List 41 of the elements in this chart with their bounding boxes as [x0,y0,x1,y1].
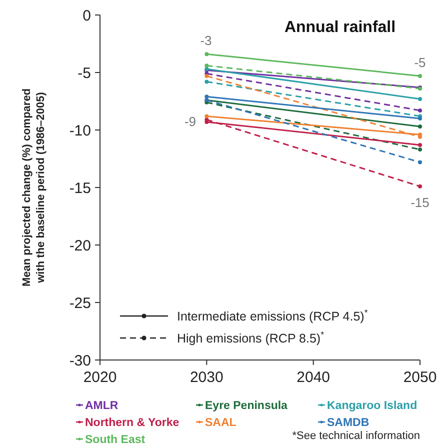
y-axis-title: Mean projected change (%) compared with the baseline period (1986–2005) [21,88,47,287]
chart-title: Annual rainfall [284,19,396,36]
point [418,124,422,129]
y-tick-label: 0 [82,7,91,24]
annotation: Intermediate emissions (RCP 4.5)$^{*}$ [177,307,368,324]
legend-label: Northern & Yorke [85,417,180,430]
legend-label: South East [85,434,146,446]
annotation: -9 [184,114,196,129]
point [204,114,209,118]
y-tick-label: -25 [69,294,91,312]
annotation: -5 [414,55,426,70]
y-tick-label: -10 [69,122,91,140]
x-tick-label: 2050 [403,369,437,386]
y-tick-label: -15 [69,180,91,197]
x-tick-label: 2020 [83,369,117,386]
point [204,64,209,68]
y-tick-label: -5 [78,64,91,82]
text: *See technical information [292,430,420,442]
point [204,94,209,99]
y-tick-label: -30 [69,352,91,370]
annotation: High emissions (RCP 8.5)$^{*}$ [177,329,325,346]
annotation: -15 [410,195,430,210]
y-tick-label: -20 [69,237,91,254]
point [204,52,209,56]
point [418,148,422,152]
point [418,116,422,120]
annotation: -3 [200,33,212,48]
point [418,108,422,112]
point [204,80,209,84]
x-tick-label: 2040 [296,369,330,386]
point [418,142,422,147]
x-tick-label: 2030 [190,369,224,386]
legend-label: Eyre Peninsula [205,400,288,412]
legend-label: SAMDB [327,417,370,430]
point [418,74,422,78]
legend-label: Kangaroo Island [327,400,418,412]
point [418,184,422,188]
legend-label: SAAL [205,417,236,430]
point [418,160,422,164]
legend-label: AMLR [85,400,119,412]
point [418,96,422,101]
